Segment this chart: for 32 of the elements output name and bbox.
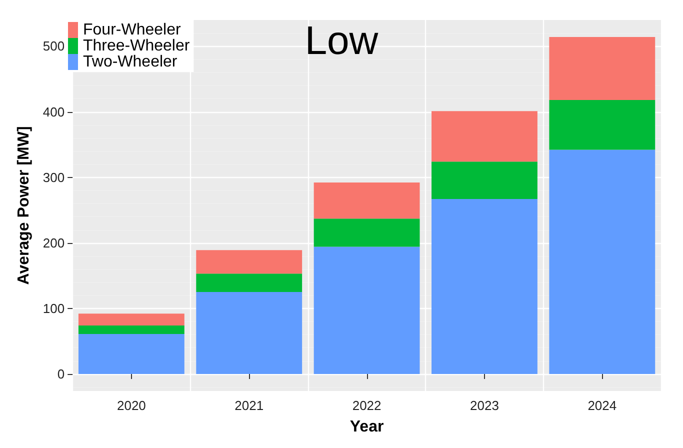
bar: [78, 325, 184, 334]
bar: [314, 218, 420, 247]
y-axis-title: Average Power [MW]: [16, 126, 32, 285]
bar: [314, 246, 420, 374]
x-tick-label: 2023: [470, 398, 499, 413]
x-tick-label: 2021: [234, 398, 264, 413]
y-tick-label: 300: [42, 170, 65, 185]
bar: [314, 182, 420, 219]
bar: [78, 334, 184, 374]
bar: [196, 250, 302, 274]
bar: [549, 100, 656, 150]
bar: [549, 37, 656, 100]
bar: [432, 111, 538, 162]
y-tick-label: 400: [42, 104, 65, 120]
bar: [78, 314, 184, 326]
y-tick-label: 0: [57, 366, 65, 382]
bar: [196, 274, 302, 292]
y-tick-label: 500: [42, 38, 65, 54]
x-tick-label: 2020: [116, 398, 146, 413]
x-tick-label: 2024: [588, 398, 617, 413]
y-tick-label: 100: [42, 300, 65, 316]
legend-label: Four-Wheeler: [83, 22, 182, 38]
chart-title: Low: [304, 19, 378, 63]
x-tick-label: 2022: [352, 398, 382, 413]
bar: [196, 292, 302, 374]
legend-label: Two-Wheeler: [83, 54, 178, 70]
legend-label: Three-Wheeler: [83, 38, 190, 54]
x-axis-title: Year: [350, 418, 384, 436]
bar: [432, 162, 538, 199]
bar: [432, 198, 538, 374]
y-tick-label: 200: [42, 235, 65, 250]
bar: [549, 150, 656, 374]
